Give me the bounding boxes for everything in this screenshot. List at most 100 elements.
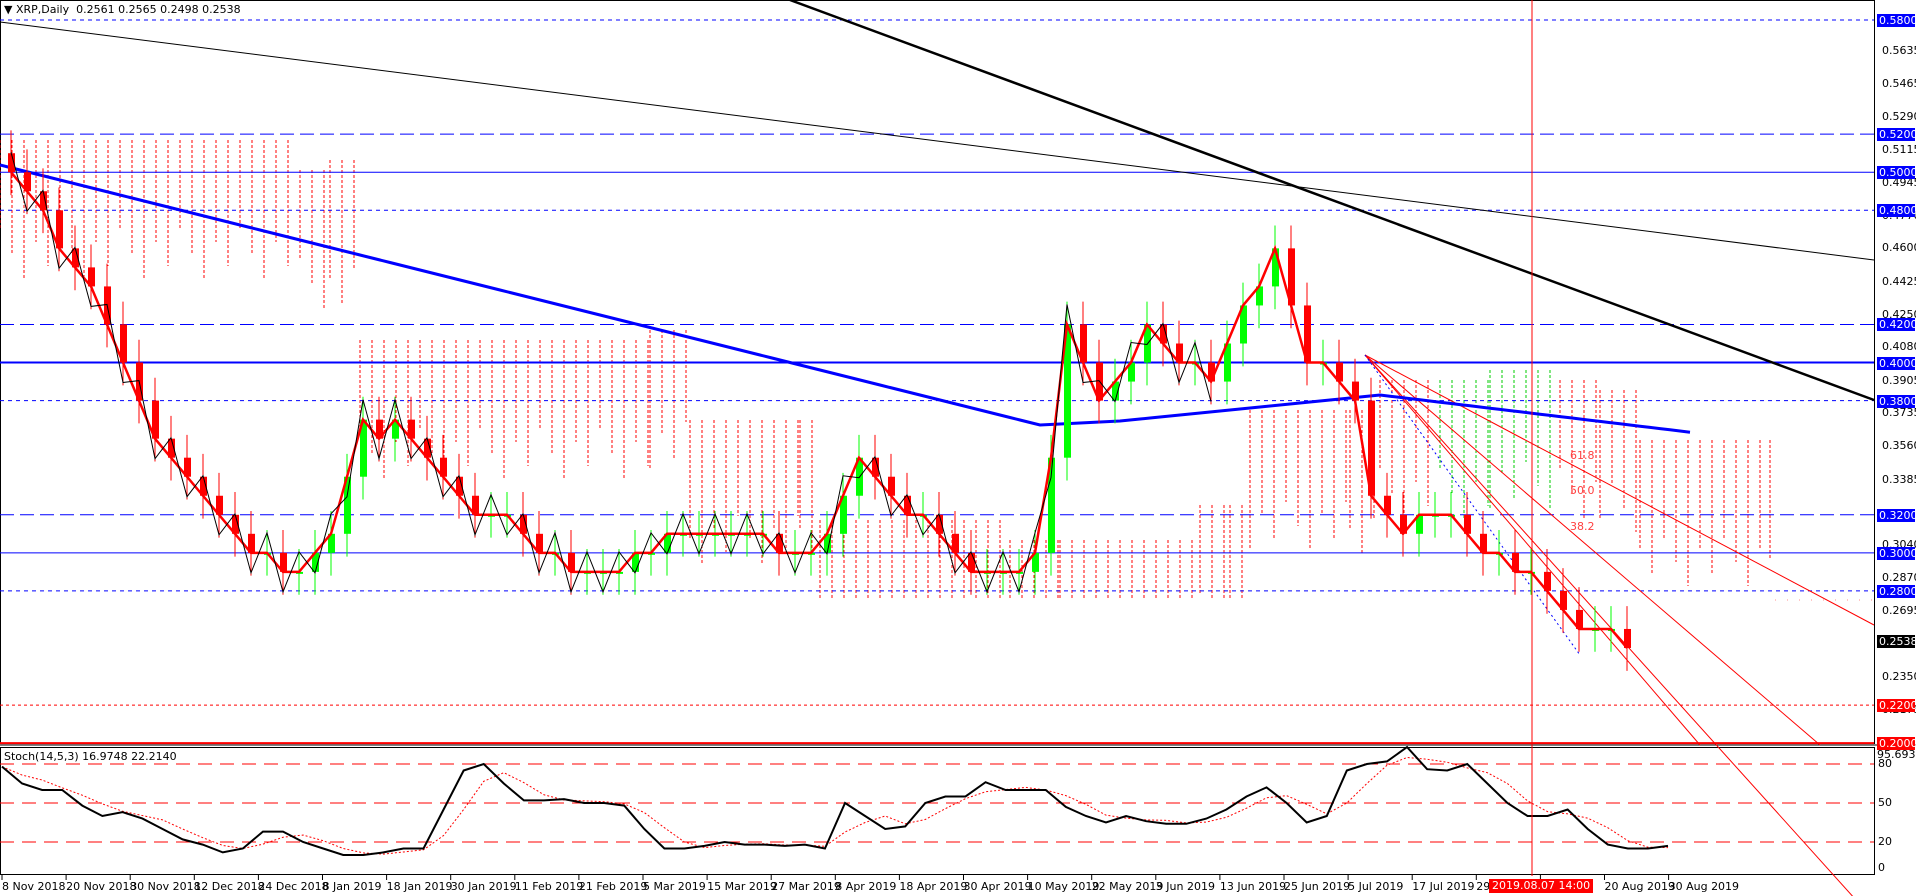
trendline-thick [789, 0, 1875, 402]
bearish-candle [1480, 533, 1487, 553]
bearish-candle [1160, 324, 1167, 344]
bullish-candle [1032, 552, 1039, 572]
bearish-candle [968, 552, 975, 572]
bearish-candle [376, 419, 383, 439]
level-price-tag: 0.5000 [1877, 166, 1916, 180]
date-tick: 5 Mar 2019 [643, 880, 706, 893]
level-price-tag: 0.2800 [1877, 584, 1916, 598]
bearish-candle [232, 514, 239, 534]
date-tick: 20 Aug 2019 [1604, 880, 1675, 893]
bearish-candle [536, 533, 543, 553]
date-tick: 11 Feb 2019 [514, 880, 584, 893]
stoch-level-label: 50 [1878, 796, 1892, 809]
stoch-level-label: 80 [1878, 757, 1892, 770]
ohlc-values: 0.2561 0.2565 0.2498 0.2538 [76, 3, 241, 16]
date-tick: 12 Dec 2018 [194, 880, 265, 893]
level-price-tag: 0.5200 [1877, 128, 1916, 142]
crosshair-time-label: 2019.08.07 14:00 [1489, 879, 1594, 893]
bearish-candle [872, 457, 879, 477]
bearish-candle [168, 438, 175, 458]
chikou-span [10, 152, 1212, 594]
price-tick: 0.2695 [1882, 603, 1916, 617]
bearish-candle [200, 476, 207, 496]
bearish-candle [440, 457, 447, 477]
date-tick: 8 Jan 2019 [322, 880, 382, 893]
bearish-candle [280, 552, 287, 572]
date-tick: 17 Jul 2019 [1412, 880, 1475, 893]
level-price-tag: 0.2200 [1877, 699, 1916, 713]
bearish-candle [1208, 362, 1215, 382]
trendline-thin [0, 21, 1875, 261]
bearish-candle [56, 210, 63, 249]
price-tick: 0.5465 [1882, 76, 1916, 90]
main-pane-frame [0, 0, 1875, 744]
stochastic-title: Stoch(14,5,3) 16.9748 22.2140 [4, 750, 177, 763]
bearish-candle [40, 191, 47, 211]
price-tick: 0.5635 [1882, 44, 1916, 58]
bearish-candle [1560, 590, 1567, 610]
date-tick: 27 Mar 2019 [771, 880, 841, 893]
price-tick: 0.3905 [1882, 373, 1916, 387]
date-tick: 18 Jan 2019 [386, 880, 453, 893]
bearish-candle [1304, 305, 1311, 363]
moving-average-fast [10, 171, 1628, 649]
fibonacci-fan-line [1364, 354, 1854, 896]
level-price-tag: 0.3000 [1877, 546, 1916, 560]
bearish-candle [184, 457, 191, 477]
moving-average-slow [0, 163, 1691, 434]
bearish-candle [88, 267, 95, 287]
bullish-candle [1416, 514, 1423, 534]
current-price-tag: 0.2538 [1877, 634, 1916, 648]
bearish-candle [776, 533, 783, 553]
bearish-candle [1576, 609, 1583, 629]
bearish-candle [1512, 552, 1519, 572]
bearish-candle [952, 533, 959, 553]
date-tick: 8 Apr 2019 [835, 880, 897, 893]
triangle-down-icon[interactable]: ▼ [4, 3, 13, 16]
date-tick: 30 Apr 2019 [963, 880, 1032, 893]
bullish-candle [1272, 248, 1279, 287]
date-tick: 15 Mar 2019 [707, 880, 777, 893]
fibonacci-level-label: 50.0 [1570, 484, 1595, 497]
bullish-candle [1128, 362, 1135, 382]
bullish-candle [632, 552, 639, 572]
date-tick: 18 Apr 2019 [899, 880, 968, 893]
bearish-candle [408, 419, 415, 439]
date-tick: 30 Jan 2019 [450, 880, 517, 893]
bullish-candle [824, 533, 831, 553]
fibonacci-level-label: 38.2 [1570, 520, 1595, 533]
bearish-candle [1336, 362, 1343, 382]
bearish-candle [520, 514, 527, 534]
level-price-tag: 0.4200 [1877, 318, 1916, 332]
chart-title: ▼ XRP,Daily 0.2561 0.2565 0.2498 0.2538 [4, 3, 241, 16]
date-tick: 25 Jun 2019 [1284, 880, 1351, 893]
bullish-candle [360, 419, 367, 477]
bearish-candle [1400, 514, 1407, 534]
date-tick: 13 Jun 2019 [1219, 880, 1287, 893]
bullish-candle [664, 533, 671, 553]
bullish-candle [344, 476, 351, 534]
price-tick: 0.3385 [1882, 472, 1916, 486]
bearish-candle [568, 552, 575, 572]
fibonacci-fan-line [1364, 354, 1875, 626]
bearish-candle [248, 533, 255, 553]
date-tick: 20 Nov 2018 [66, 880, 137, 893]
bullish-candle [392, 419, 399, 439]
bearish-candle [472, 495, 479, 515]
bearish-candle [1080, 324, 1087, 363]
bearish-candle [24, 172, 31, 192]
date-tick: 30 Nov 2018 [130, 880, 201, 893]
bullish-candle [312, 552, 319, 572]
bullish-candle [1224, 343, 1231, 382]
date-tick: 21 Feb 2019 [578, 880, 648, 893]
bearish-candle [1464, 514, 1471, 534]
date-tick: 3 Jun 2019 [1155, 880, 1215, 893]
date-tick: 8 Nov 2018 [2, 880, 66, 893]
bearish-candle [936, 514, 943, 534]
